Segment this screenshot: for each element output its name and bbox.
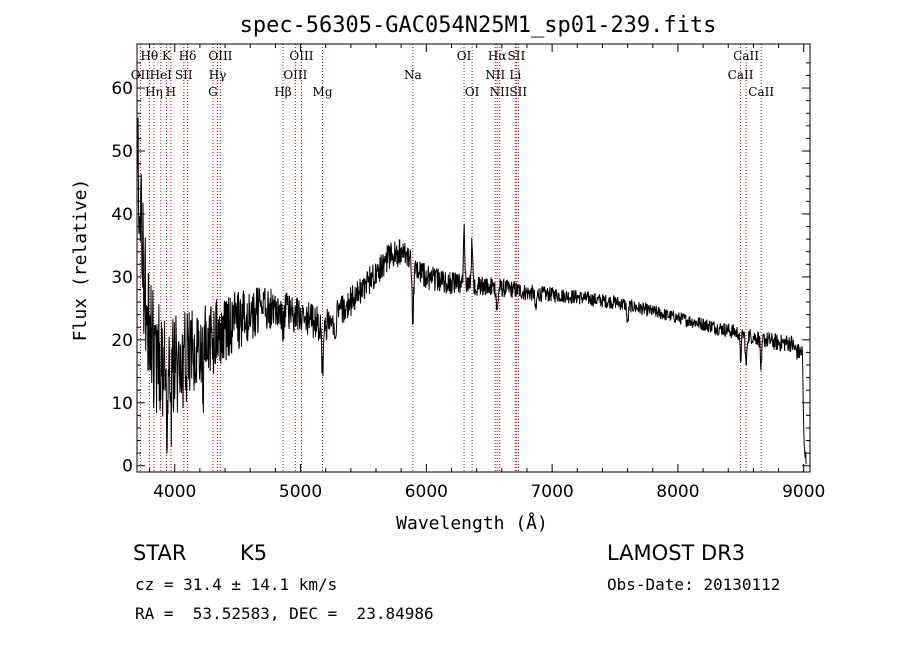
y-tick-label: 0 — [122, 457, 133, 477]
y-tick-label: 60 — [111, 79, 133, 99]
line-label: Hδ — [179, 49, 197, 63]
x-tick-label: 7000 — [530, 482, 573, 502]
line-markers — [139, 44, 762, 472]
line-label: SII — [175, 68, 193, 82]
line-label: NII — [490, 85, 510, 99]
y-tick-label: 30 — [111, 268, 133, 288]
line-label: OIII — [283, 68, 307, 82]
line-label: Hα — [488, 49, 507, 63]
object-subclass: K5 — [240, 541, 268, 565]
x-axis-label: Wavelength (Å) — [396, 512, 548, 534]
y-axis-label: Flux (relative) — [70, 179, 91, 342]
line-label: CaII — [733, 49, 759, 63]
line-label: CaII — [728, 68, 754, 82]
line-label: Hη — [145, 85, 163, 99]
line-label: Mg — [313, 85, 333, 99]
y-tick-label: 50 — [111, 142, 133, 162]
y-tick-label: 10 — [111, 394, 133, 414]
spectrum-line — [136, 117, 807, 465]
line-label: NII — [485, 68, 505, 82]
y-tick-label: 40 — [111, 205, 133, 225]
object-class: STAR — [133, 541, 187, 565]
x-tick-label: 4000 — [153, 482, 196, 502]
line-label: CaII — [748, 85, 774, 99]
plot-frame — [136, 43, 811, 473]
line-label: SII — [509, 85, 527, 99]
x-tick-label: 6000 — [405, 482, 448, 502]
line-label: Hβ — [274, 85, 291, 99]
line-label: Li — [509, 68, 521, 82]
survey-name: LAMOST DR3 — [607, 541, 746, 565]
chart-title: spec-56305-GAC054N25M1_sp01-239.fits — [240, 13, 717, 38]
line-label: K — [162, 49, 172, 63]
x-axis: 4000 5000 6000 7000 8000 9000 — [149, 44, 825, 502]
line-label: OI — [457, 49, 472, 63]
line-label: G — [208, 85, 218, 99]
y-axis: 0 10 20 30 40 50 60 — [111, 62, 810, 477]
y-tick-label: 20 — [111, 331, 133, 351]
x-tick-label: 5000 — [279, 482, 322, 502]
line-label: H — [166, 85, 176, 99]
line-label: Hθ — [140, 49, 158, 63]
line-label: HeI — [150, 68, 173, 82]
line-label: OIII — [208, 49, 232, 63]
line-label: OI — [465, 85, 480, 99]
line-label: SII — [508, 49, 526, 63]
x-tick-label: 9000 — [782, 482, 825, 502]
x-tick-label: 8000 — [656, 482, 699, 502]
coordinates: RA = 53.52583, DEC = 23.84986 — [135, 604, 434, 623]
line-label: Hγ — [209, 68, 227, 82]
observation-date: Obs-Date: 20130112 — [607, 575, 781, 594]
line-labels: OIIHθHηHeIKHSIIHδGHγOIIIHβOIIIOIIIMgNaOI… — [131, 49, 775, 99]
line-label: OIII — [289, 49, 313, 63]
redshift-velocity: cz = 31.4 ± 14.1 km/s — [135, 575, 338, 594]
line-label: Na — [404, 68, 422, 82]
